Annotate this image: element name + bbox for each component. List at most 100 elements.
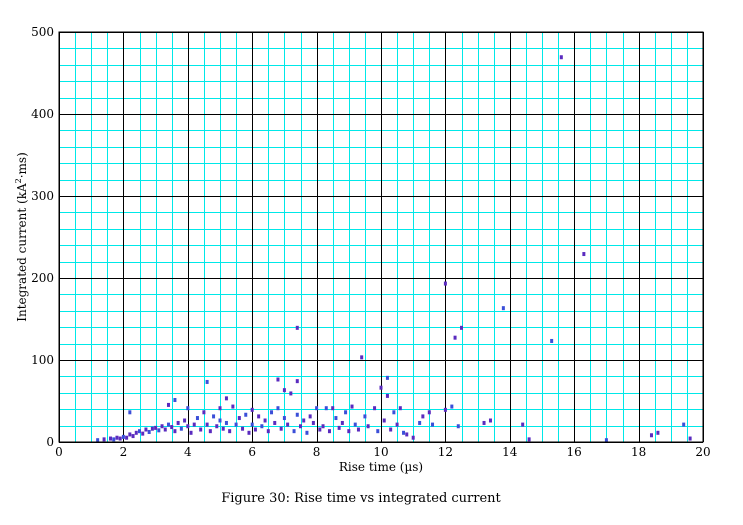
data-point (96, 438, 100, 443)
data-point (144, 427, 148, 432)
x-tick-label: 14 (502, 445, 518, 459)
data-point (299, 424, 302, 429)
y-tick-labels: 0 100 200 300 400 500 (31, 25, 54, 449)
data-point (344, 410, 348, 415)
data-point (395, 422, 399, 427)
data-point (160, 424, 164, 429)
x-tick-label: 8 (313, 445, 321, 459)
data-point (205, 422, 209, 427)
data-point (215, 424, 219, 429)
data-point (392, 410, 396, 415)
data-point (221, 426, 225, 431)
data-point (453, 335, 457, 340)
data-point (302, 418, 306, 423)
data-point (604, 438, 608, 443)
data-point (176, 420, 180, 425)
data-point (224, 396, 228, 401)
data-point (202, 410, 206, 415)
data-point (292, 429, 296, 434)
data-point (244, 412, 248, 417)
data-point (208, 429, 212, 434)
data-point (347, 429, 351, 434)
data-point (260, 424, 264, 429)
data-point (134, 430, 138, 435)
data-point (102, 437, 106, 442)
data-point (398, 406, 402, 411)
data-point (257, 414, 261, 419)
data-point (231, 404, 235, 409)
data-point (173, 398, 177, 402)
data-point (360, 355, 364, 360)
data-point (128, 410, 132, 415)
y-axis-title-tail: ·ms) (15, 152, 29, 178)
data-point (157, 428, 161, 433)
data-point (431, 422, 435, 427)
data-point (324, 406, 328, 411)
data-point (282, 388, 286, 393)
data-point (186, 406, 190, 411)
y-tick-label: 100 (31, 353, 54, 367)
x-tick-label: 0 (55, 445, 63, 459)
data-point (154, 425, 158, 430)
data-point (521, 422, 525, 427)
data-point (170, 425, 174, 430)
data-point (147, 429, 151, 434)
data-point (212, 414, 216, 419)
data-point (501, 306, 505, 311)
y-tick-label: 400 (31, 107, 54, 121)
data-point (250, 422, 254, 427)
data-point (218, 406, 222, 411)
data-point (376, 429, 380, 434)
data-point (418, 420, 422, 425)
data-point (150, 426, 154, 431)
data-point (389, 427, 393, 432)
data-point (443, 407, 447, 412)
data-point (263, 418, 267, 423)
data-point (405, 432, 409, 437)
data-point (279, 426, 283, 431)
y-tick-label: 200 (31, 271, 54, 285)
data-point (411, 435, 415, 440)
data-point (138, 429, 141, 434)
data-point (363, 414, 367, 419)
x-tick-label: 16 (567, 445, 582, 459)
data-point (109, 436, 113, 441)
data-point (224, 420, 228, 425)
data-point (350, 404, 354, 409)
data-point (308, 414, 312, 419)
data-point (482, 420, 486, 425)
data-point (427, 410, 431, 415)
data-point (234, 422, 238, 427)
data-point (163, 427, 167, 432)
data-point (559, 55, 563, 60)
data-point (131, 434, 135, 439)
data-point (656, 430, 660, 435)
data-point (318, 427, 322, 432)
data-point (112, 437, 116, 442)
data-point (295, 412, 299, 417)
data-point (228, 429, 232, 434)
data-point (305, 430, 309, 435)
data-point (173, 429, 177, 434)
data-point (247, 430, 251, 435)
data-point (688, 436, 692, 441)
data-point (382, 418, 386, 423)
data-point (311, 420, 315, 425)
data-point (682, 422, 686, 427)
data-point (321, 424, 325, 429)
data-point (353, 422, 357, 427)
data-point (286, 422, 290, 427)
data-point (385, 375, 389, 380)
y-tick-label: 300 (31, 189, 54, 203)
x-tick-label: 10 (373, 445, 388, 459)
x-tick-label: 6 (248, 445, 256, 459)
data-point (289, 391, 293, 396)
data-point (488, 418, 492, 423)
x-tick-label: 2 (120, 445, 128, 459)
data-point (373, 406, 377, 411)
data-point (385, 393, 389, 398)
data-point (295, 379, 299, 384)
data-point (115, 435, 119, 440)
data-point (273, 420, 277, 425)
